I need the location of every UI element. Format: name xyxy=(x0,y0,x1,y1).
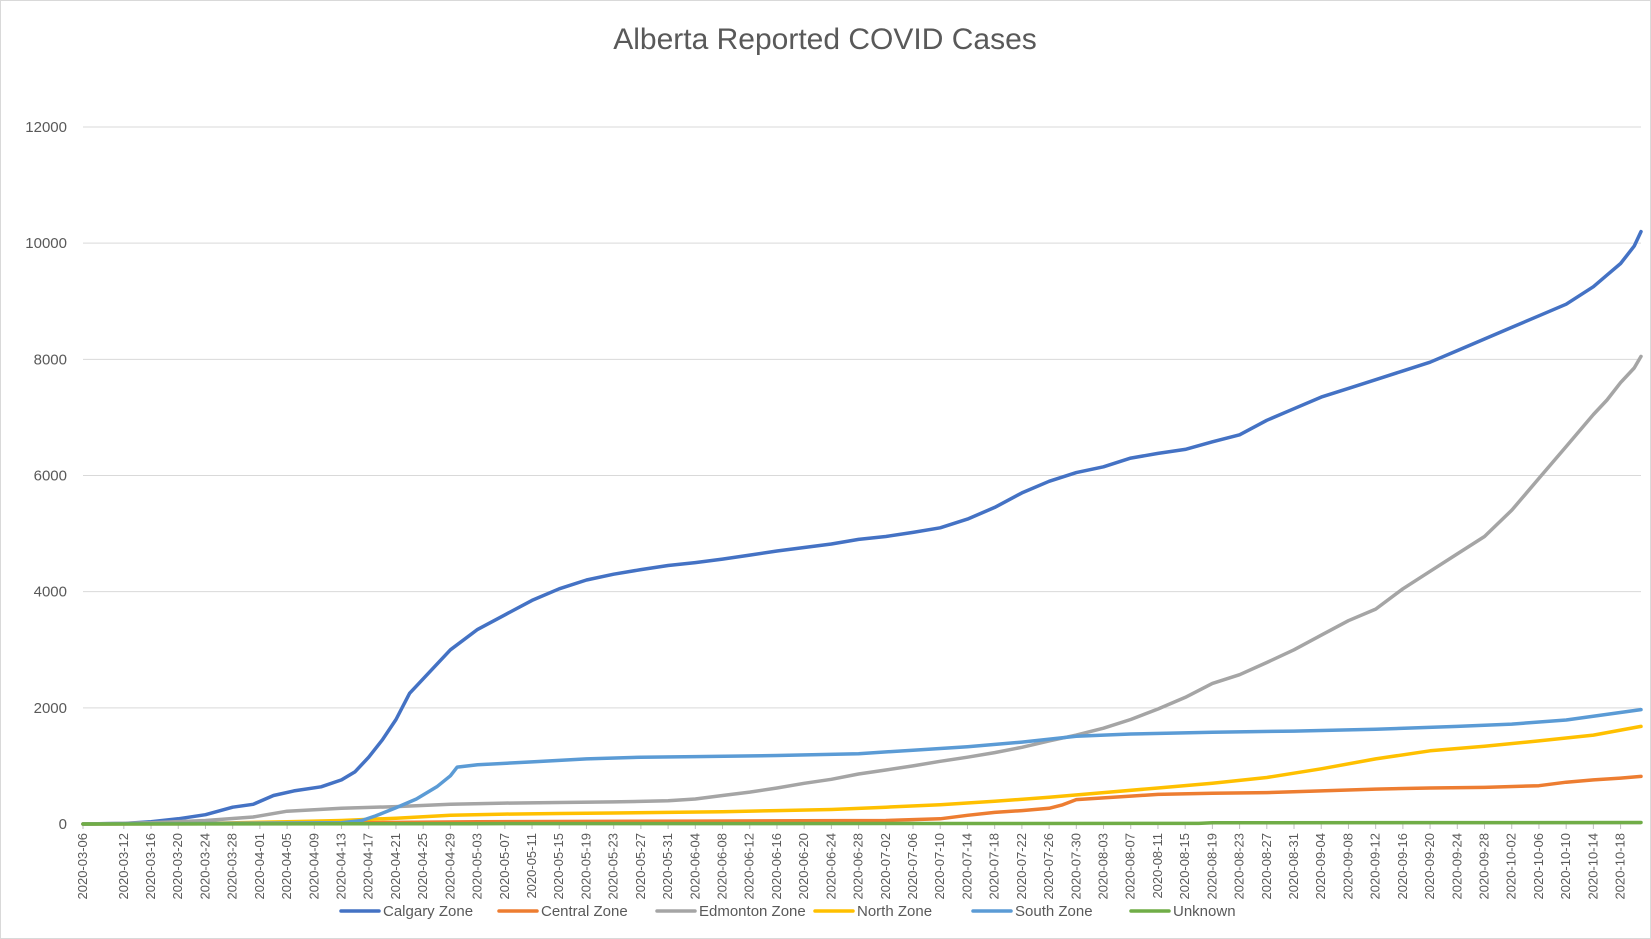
x-tick-label: 2020-05-07 xyxy=(497,833,512,900)
legend-label: Edmonton Zone xyxy=(699,903,806,920)
x-tick-label: 2020-06-16 xyxy=(769,833,784,900)
x-tick-label: 2020-06-08 xyxy=(715,833,730,900)
x-tick-label: 2020-06-20 xyxy=(796,833,811,900)
x-tick-label: 2020-03-24 xyxy=(197,833,212,900)
x-tick-label: 2020-03-16 xyxy=(143,833,158,900)
x-tick-label: 2020-07-18 xyxy=(987,833,1002,900)
x-tick-label: 2020-08-19 xyxy=(1204,833,1219,900)
x-tick-label: 2020-04-13 xyxy=(334,833,349,900)
x-tick-label: 2020-07-10 xyxy=(932,833,947,900)
x-tick-label: 2020-10-18 xyxy=(1613,833,1628,900)
x-tick-label: 2020-07-06 xyxy=(905,833,920,900)
x-tick-label: 2020-09-20 xyxy=(1422,833,1437,900)
x-tick-label: 2020-05-11 xyxy=(524,833,539,899)
series-line-central-zone xyxy=(81,774,1643,826)
series-line-edmonton-zone xyxy=(81,354,1643,826)
x-tick-label: 2020-03-20 xyxy=(170,833,185,900)
x-tick-label: 2020-08-11 xyxy=(1150,833,1165,899)
y-tick-label: 0 xyxy=(59,816,67,833)
y-tick-label: 8000 xyxy=(34,351,67,368)
legend-label: North Zone xyxy=(857,903,932,920)
legend-item: Central Zone xyxy=(497,903,628,920)
x-tick-label: 2020-04-21 xyxy=(388,833,403,900)
y-axis-ticks: 0 2000 4000 6000 8000 10000 12000 xyxy=(25,119,67,833)
x-tick-label: 2020-07-30 xyxy=(1068,833,1083,900)
x-tick-label: 2020-03-28 xyxy=(225,833,240,900)
x-tick-label: 2020-06-24 xyxy=(823,833,838,900)
x-tick-label: 2020-08-27 xyxy=(1259,833,1274,900)
legend-label: South Zone xyxy=(1015,903,1093,920)
x-tick-label: 2020-05-03 xyxy=(470,833,485,900)
legend-label: Central Zone xyxy=(541,903,628,920)
x-tick-label: 2020-10-06 xyxy=(1531,833,1546,900)
x-tick-label: 2020-08-07 xyxy=(1123,833,1138,900)
series-line-north-zone xyxy=(81,724,1643,826)
gridlines xyxy=(83,126,1641,825)
chart-title: Alberta Reported COVID Cases xyxy=(613,23,1037,56)
x-tick-label: 2020-08-23 xyxy=(1232,833,1247,900)
y-tick-label: 10000 xyxy=(25,235,67,252)
x-tick-label: 2020-04-01 xyxy=(252,833,267,900)
series-line-calgary-zone xyxy=(81,229,1643,826)
legend-item: North Zone xyxy=(813,903,932,920)
x-tick-label: 2020-09-12 xyxy=(1368,833,1383,900)
legend-label: Unknown xyxy=(1173,903,1236,920)
x-tick-label: 2020-06-12 xyxy=(742,833,757,900)
x-tick-label: 2020-06-04 xyxy=(687,833,702,900)
x-tick-label: 2020-05-15 xyxy=(551,833,566,900)
y-tick-label: 2000 xyxy=(34,700,67,717)
legend-item: South Zone xyxy=(971,903,1093,920)
x-axis-ticks: 2020-03-06 2020-03-12 2020-03-16 2020-03-20… xyxy=(75,824,1628,900)
x-tick-label: 2020-05-27 xyxy=(633,833,648,900)
x-tick-label: 2020-09-28 xyxy=(1477,833,1492,900)
x-tick-label: 2020-04-09 xyxy=(306,833,321,900)
y-tick-label: 4000 xyxy=(34,584,67,601)
x-tick-label: 2020-10-10 xyxy=(1558,833,1573,900)
x-tick-label: 2020-04-29 xyxy=(442,833,457,900)
x-tick-label: 2020-04-05 xyxy=(279,833,294,900)
x-tick-label: 2020-07-02 xyxy=(878,833,893,900)
series-line-south-zone xyxy=(81,707,1643,826)
x-tick-label: 2020-06-28 xyxy=(851,833,866,900)
x-tick-label: 2020-09-04 xyxy=(1313,833,1328,900)
x-tick-label: 2020-03-06 xyxy=(75,833,90,900)
legend-item: Edmonton Zone xyxy=(655,903,806,920)
legend-item: Calgary Zone xyxy=(339,903,473,920)
x-tick-label: 2020-07-26 xyxy=(1041,833,1056,900)
x-tick-label: 2020-09-24 xyxy=(1449,833,1464,900)
x-tick-label: 2020-05-19 xyxy=(578,833,593,900)
y-tick-label: 6000 xyxy=(34,468,67,485)
legend-label: Calgary Zone xyxy=(383,903,473,920)
x-tick-label: 2020-04-25 xyxy=(415,833,430,900)
x-tick-label: 2020-05-31 xyxy=(660,833,675,900)
x-tick-label: 2020-03-12 xyxy=(116,833,131,900)
x-tick-label: 2020-07-14 xyxy=(959,833,974,900)
x-tick-label: 2020-08-31 xyxy=(1286,833,1301,900)
y-tick-label: 12000 xyxy=(25,119,67,136)
x-tick-label: 2020-08-15 xyxy=(1177,833,1192,900)
x-tick-label: 2020-04-17 xyxy=(361,833,376,900)
legend: Calgary Zone Central Zone Edmonton Zone Nor… xyxy=(339,903,1236,920)
series-lines xyxy=(81,229,1643,826)
legend-item: Unknown xyxy=(1129,903,1236,920)
x-tick-label: 2020-09-16 xyxy=(1395,833,1410,900)
x-tick-label: 2020-10-14 xyxy=(1585,833,1600,900)
x-tick-label: 2020-08-03 xyxy=(1096,833,1111,900)
x-tick-label: 2020-09-08 xyxy=(1340,833,1355,900)
series-line-unknown xyxy=(81,820,1643,826)
x-tick-label: 2020-07-22 xyxy=(1014,833,1029,900)
x-tick-label: 2020-10-02 xyxy=(1504,833,1519,900)
x-tick-label: 2020-05-23 xyxy=(606,833,621,900)
